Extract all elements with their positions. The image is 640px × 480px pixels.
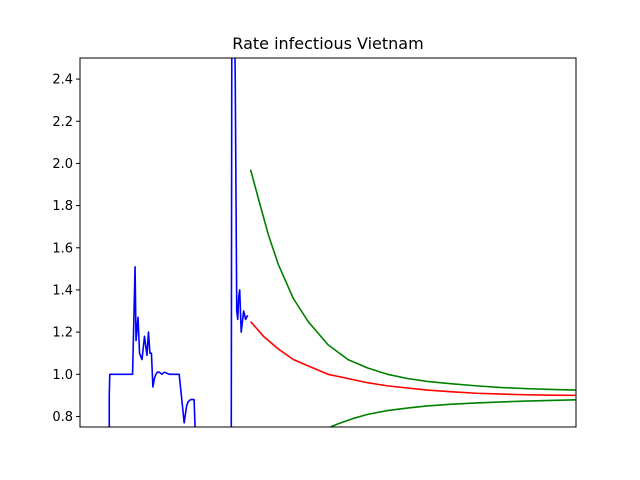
series-layer	[108, 58, 576, 427]
series-line-5	[330, 399, 576, 427]
y-tick-label: 0.8	[52, 410, 73, 425]
y-tick-label: 2.2	[52, 115, 73, 130]
chart-title: Rate infectious Vietnam	[232, 34, 423, 53]
series-line-1	[108, 265, 196, 427]
y-axis: 0.8 1.0 1.2 1.4 1.6 1.8 2.0 2.2 2.4	[52, 73, 80, 425]
y-tick-label: 1.8	[52, 199, 73, 214]
series-line-2	[230, 58, 249, 427]
y-tick-label: 1.0	[52, 368, 73, 383]
y-tick-label: 1.2	[52, 326, 73, 341]
y-tick-label: 2.0	[52, 157, 73, 172]
y-tick-label: 1.6	[52, 241, 73, 256]
y-tick-label: 2.4	[52, 73, 73, 88]
plot-frame	[79, 57, 577, 428]
y-tick-label: 1.4	[52, 283, 73, 298]
series-line-4	[249, 169, 576, 391]
series-line-3	[250, 321, 576, 397]
